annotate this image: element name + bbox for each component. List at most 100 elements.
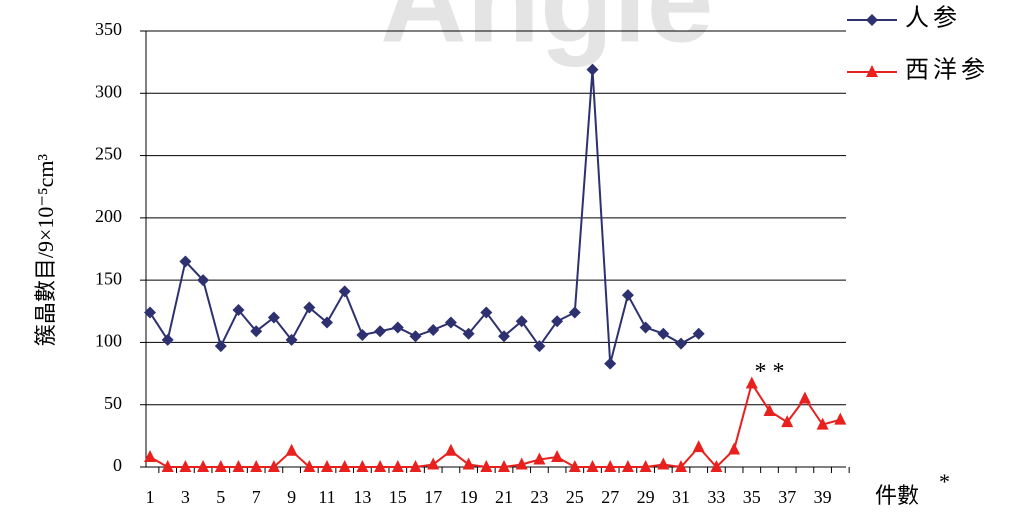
- point: [480, 306, 493, 319]
- point: [267, 311, 280, 324]
- point: [586, 63, 599, 76]
- point: [515, 315, 528, 328]
- point: [391, 460, 404, 472]
- x-tick-label: 39: [814, 487, 832, 507]
- point: [745, 376, 758, 389]
- point: [409, 460, 422, 472]
- point: [197, 460, 210, 472]
- point: [321, 460, 333, 472]
- point: [533, 340, 546, 353]
- watermark: Angle: [380, 0, 713, 68]
- point: [232, 460, 245, 472]
- point: [675, 337, 687, 350]
- point: [480, 460, 493, 472]
- point: [604, 357, 617, 370]
- x-tick-label: 1: [146, 487, 155, 507]
- point: [498, 460, 510, 472]
- point: [444, 443, 457, 456]
- x-tick-label: 5: [216, 487, 225, 507]
- point: [692, 327, 705, 340]
- point: [356, 328, 369, 341]
- point: [568, 306, 581, 319]
- x-tick-label: 13: [353, 487, 371, 507]
- y-tick-label: 200: [95, 206, 122, 226]
- point: [427, 323, 440, 336]
- point: [356, 460, 369, 472]
- point: [657, 457, 670, 470]
- point: [657, 327, 670, 340]
- x-tick-label: 19: [460, 487, 478, 507]
- point: [462, 327, 475, 340]
- point: [551, 315, 564, 328]
- point: [179, 460, 192, 472]
- x-axis-note: *: [939, 469, 950, 494]
- point: [515, 457, 528, 470]
- point: [816, 417, 829, 430]
- point: [621, 460, 634, 472]
- point: [285, 333, 298, 346]
- point: [161, 460, 174, 472]
- annotation: * *: [755, 359, 785, 385]
- point: [639, 321, 652, 334]
- point: [303, 460, 316, 472]
- point: [551, 450, 564, 463]
- x-tick-label: 11: [318, 487, 335, 507]
- x-axis-title: 件數: [875, 483, 919, 508]
- x-tick-label: 15: [389, 487, 407, 507]
- point: [250, 325, 263, 338]
- point: [374, 460, 387, 472]
- x-tick-label: 29: [637, 487, 655, 507]
- point: [179, 255, 192, 268]
- point: [338, 460, 351, 472]
- point: [710, 460, 723, 472]
- point: [427, 457, 440, 470]
- point: [338, 285, 351, 298]
- legend-label: 人参: [905, 5, 961, 32]
- point: [604, 460, 617, 472]
- x-tick-label: 27: [601, 487, 619, 507]
- point: [834, 412, 847, 425]
- x-tick-label: 9: [287, 487, 296, 507]
- point: [728, 442, 741, 455]
- x-tick-label: 7: [252, 487, 261, 507]
- y-tick-label: 300: [95, 81, 122, 101]
- point: [621, 289, 634, 302]
- y-tick-label: 100: [95, 331, 122, 351]
- point: [781, 415, 794, 428]
- point: [409, 330, 422, 343]
- point: [250, 460, 263, 472]
- point: [214, 460, 227, 472]
- point: [639, 460, 652, 472]
- point: [374, 325, 387, 338]
- point: [568, 460, 581, 472]
- x-tick-label: 37: [778, 487, 796, 507]
- point: [866, 65, 878, 77]
- x-tick-label: 3: [181, 487, 190, 507]
- point: [144, 450, 156, 463]
- point: [866, 14, 878, 26]
- y-tick-label: 250: [95, 144, 122, 164]
- legend-label: 西洋参: [905, 57, 989, 84]
- y-tick-label: 150: [95, 268, 122, 288]
- point: [798, 391, 811, 404]
- series-line: [149, 381, 841, 469]
- x-tick-label: 23: [530, 487, 548, 507]
- x-tick-label: 31: [672, 487, 690, 507]
- point: [232, 304, 245, 317]
- x-tick-label: 33: [707, 487, 725, 507]
- point: [444, 316, 457, 329]
- point: [285, 443, 298, 456]
- point: [692, 440, 705, 453]
- x-tick-label: 25: [566, 487, 584, 507]
- point: [763, 403, 776, 416]
- y-tick-label: 0: [113, 455, 122, 475]
- y-tick-label: 350: [95, 19, 122, 39]
- point: [533, 452, 546, 465]
- point: [675, 460, 687, 472]
- point: [161, 333, 174, 346]
- point: [586, 460, 599, 472]
- point: [144, 306, 156, 319]
- x-tick-label: 35: [743, 487, 761, 507]
- point: [303, 301, 316, 314]
- point: [498, 330, 510, 343]
